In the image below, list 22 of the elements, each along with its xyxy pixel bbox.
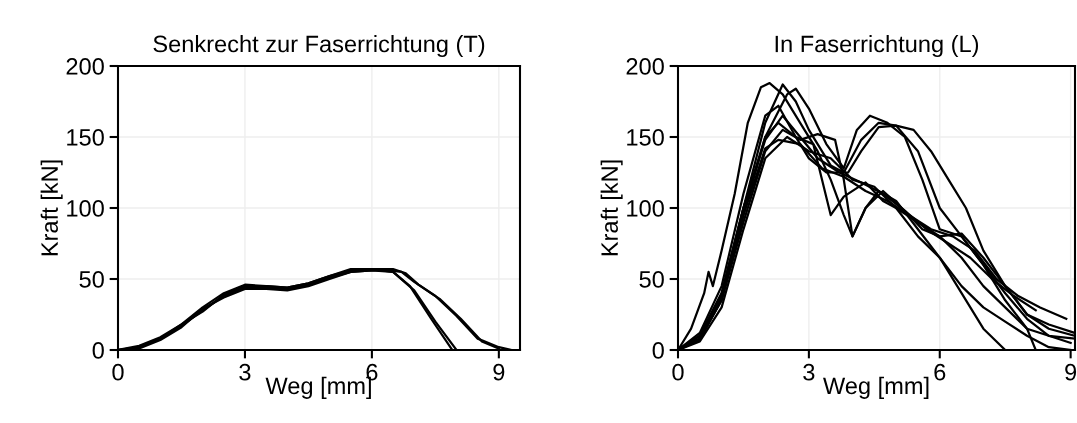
y-tick-label: 100 xyxy=(627,200,664,217)
x-tick-label: 9 xyxy=(493,363,505,381)
x-tick-label: 3 xyxy=(803,363,815,381)
y-tick-label: 0 xyxy=(92,342,104,359)
x-axis-title: Weg [mm] xyxy=(823,376,929,399)
y-tick-label: 150 xyxy=(67,129,104,146)
y-tick-label: 50 xyxy=(79,271,104,288)
x-tick-label: 9 xyxy=(1065,363,1077,381)
x-tick-label: 3 xyxy=(239,363,251,381)
x-tick-label: 0 xyxy=(112,363,124,381)
y-tick-label: 0 xyxy=(652,342,664,359)
chart-title: In Faserrichtung (L) xyxy=(775,35,979,58)
y-tick-label: 50 xyxy=(639,271,664,288)
y-axis-title: Kraft [kN] xyxy=(40,160,63,256)
y-tick-label: 200 xyxy=(626,58,664,75)
y-tick-label: 200 xyxy=(66,58,104,75)
y-tick-label: 150 xyxy=(627,129,664,146)
x-tick-label: 6 xyxy=(934,363,946,381)
y-tick-label: 100 xyxy=(67,200,104,217)
y-axis-title: Kraft [kN] xyxy=(600,160,623,256)
chart-title: Senkrecht zur Faserrichtung (T) xyxy=(153,35,485,58)
x-tick-label: 0 xyxy=(672,363,684,381)
